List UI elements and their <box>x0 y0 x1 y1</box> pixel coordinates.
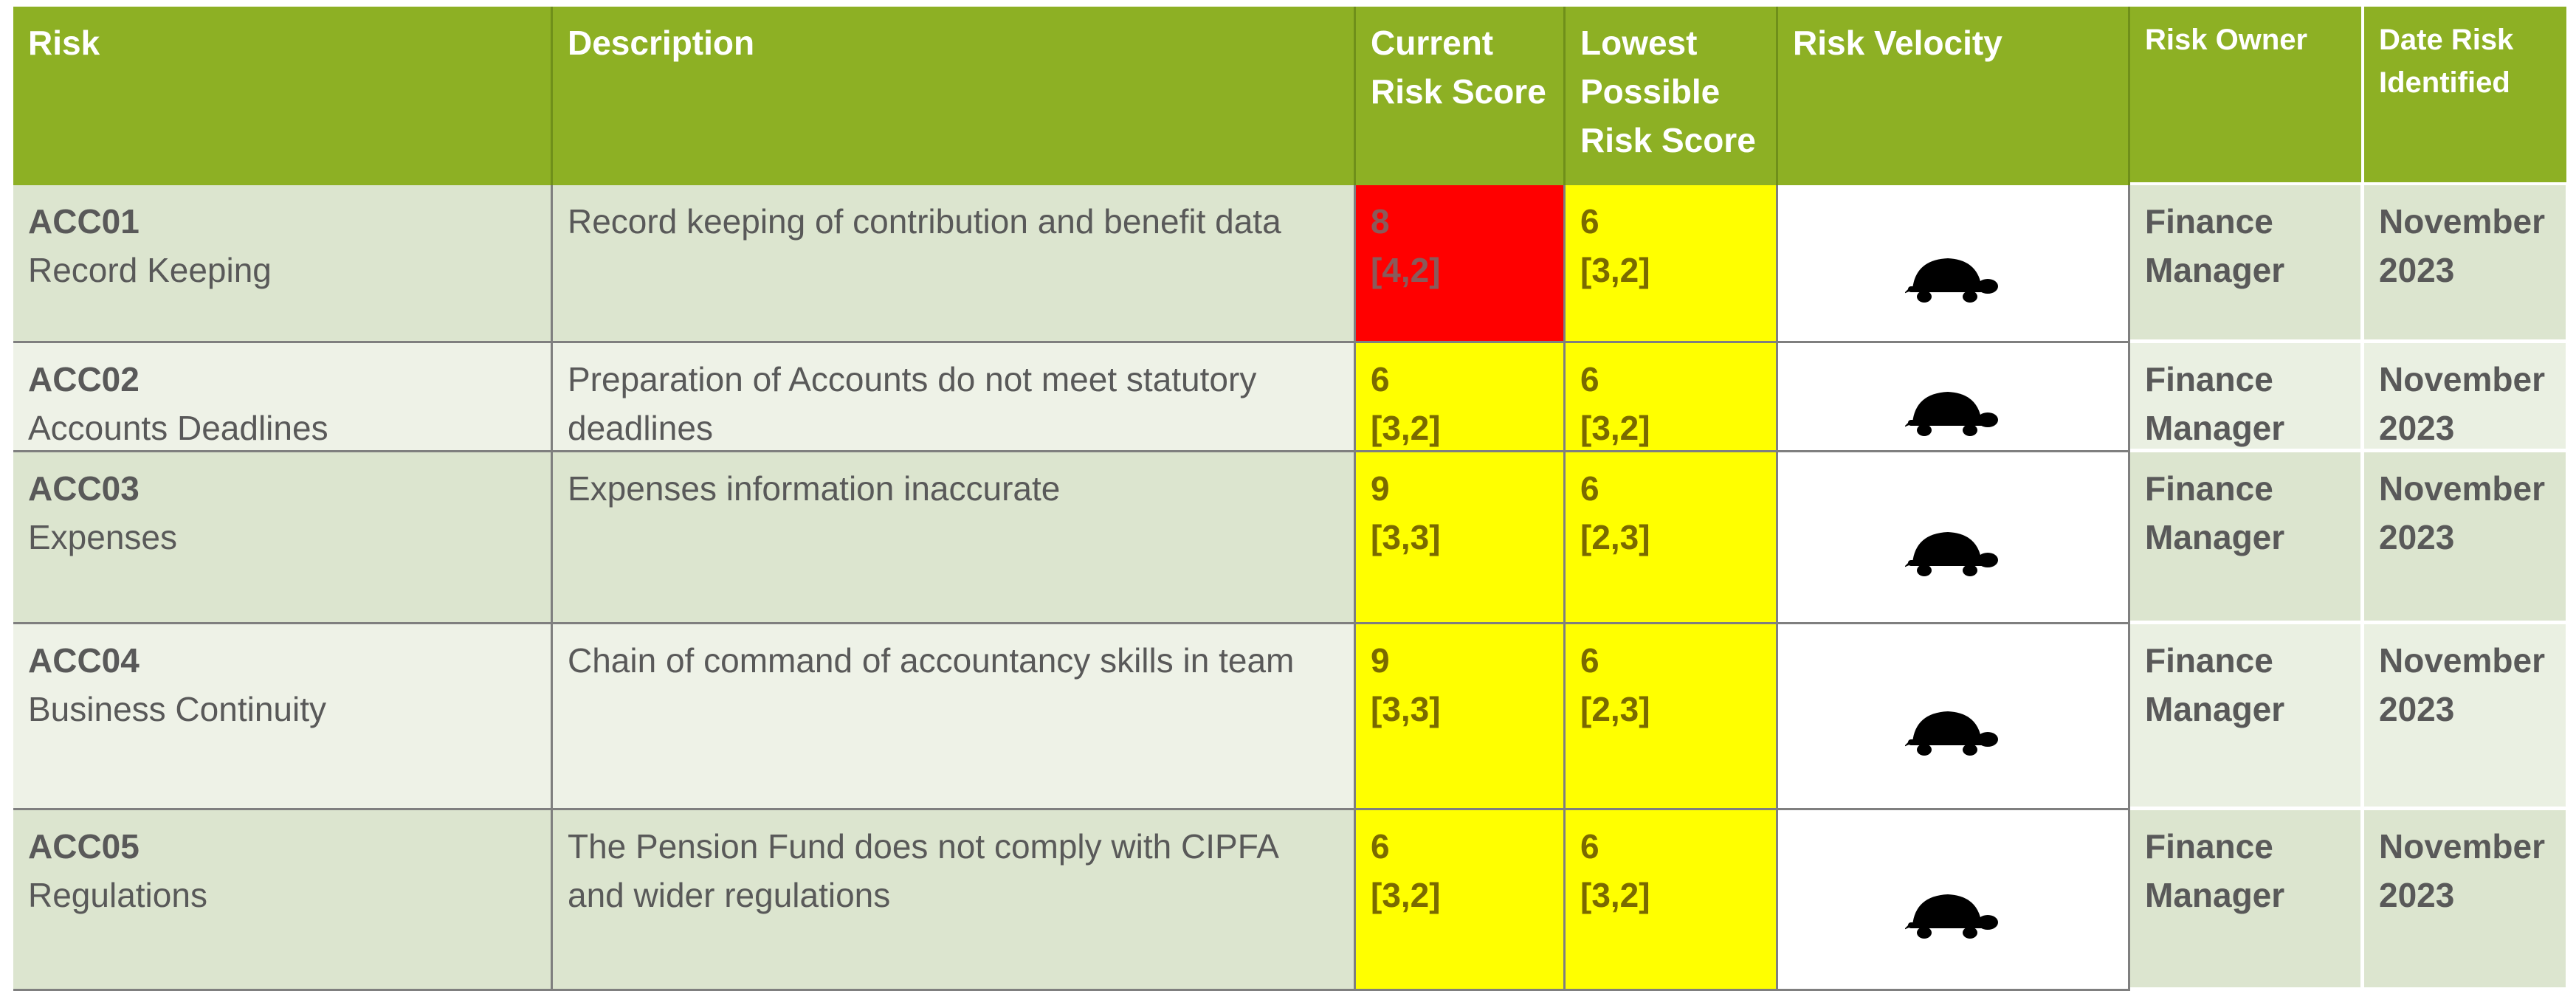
score-matrix: [3,2] <box>1371 876 1441 914</box>
risk-cell: ACC03 Expenses <box>13 452 553 624</box>
risk-id: ACC05 <box>28 827 140 866</box>
score-matrix: [3,3] <box>1371 518 1441 556</box>
header-cell: Lowest Possible Risk Score <box>1566 7 1778 185</box>
date-cell: November 2023 <box>2364 452 2569 624</box>
risk-name: Accounts Deadlines <box>28 409 328 447</box>
owner-cell: Finance Manager <box>2130 810 2364 991</box>
description-cell: Preparation of Accounts do not meet stat… <box>553 343 1356 452</box>
score-matrix: [3,3] <box>1371 690 1441 728</box>
risk-cell: ACC04 Business Continuity <box>13 624 553 810</box>
risk-cell: ACC01 Record Keeping <box>13 185 553 343</box>
risk-id: ACC02 <box>28 360 140 398</box>
description-cell: The Pension Fund does not comply with CI… <box>553 810 1356 991</box>
header-cell: Risk Owner <box>2130 7 2364 185</box>
score-matrix: [2,3] <box>1580 518 1650 556</box>
velocity-cell <box>1778 624 2130 810</box>
lowest-score-cell: 6 [3,2] <box>1566 810 1778 991</box>
owner-cell: Finance Manager <box>2130 624 2364 810</box>
score-value: 6 <box>1580 469 1599 508</box>
header-cell: Description <box>553 7 1356 185</box>
risk-name: Expenses <box>28 518 178 556</box>
description-cell: Chain of command of accountancy skills i… <box>553 624 1356 810</box>
risk-id: ACC01 <box>28 202 140 241</box>
turtle-icon <box>1905 711 1998 756</box>
current-score-cell: 6 [3,2] <box>1356 810 1566 991</box>
header-cell: Current Risk Score <box>1356 7 1566 185</box>
score-matrix: [3,2] <box>1371 409 1441 447</box>
risk-cell: ACC05 Regulations <box>13 810 553 991</box>
turtle-icon <box>1905 894 1998 939</box>
turtle-icon <box>1905 391 1998 436</box>
risk-name: Regulations <box>28 876 207 914</box>
current-score-cell: 8 [4,2] <box>1356 185 1566 343</box>
header-cell: Risk Velocity <box>1778 7 2130 185</box>
score-matrix: [3,2] <box>1580 251 1650 289</box>
current-score-cell: 6 [3,2] <box>1356 343 1566 452</box>
score-matrix: [3,2] <box>1580 876 1650 914</box>
date-cell: November 2023 <box>2364 343 2569 452</box>
header-cell: Risk <box>13 7 553 185</box>
current-score-cell: 9 [3,3] <box>1356 452 1566 624</box>
score-value: 6 <box>1580 202 1599 241</box>
owner-cell: Finance Manager <box>2130 452 2364 624</box>
owner-cell: Finance Manager <box>2130 185 2364 343</box>
score-value: 9 <box>1371 469 1390 508</box>
lowest-score-cell: 6 [3,2] <box>1566 343 1778 452</box>
lowest-score-cell: 6 [2,3] <box>1566 624 1778 810</box>
date-cell: November 2023 <box>2364 810 2569 991</box>
owner-cell: Finance Manager <box>2130 343 2364 452</box>
velocity-cell <box>1778 452 2130 624</box>
lowest-score-cell: 6 [3,2] <box>1566 185 1778 343</box>
risk-cell: ACC02 Accounts Deadlines <box>13 343 553 452</box>
score-value: 6 <box>1371 360 1390 398</box>
score-value: 6 <box>1580 360 1599 398</box>
score-value: 6 <box>1580 827 1599 866</box>
score-value: 8 <box>1371 202 1390 241</box>
risk-name: Record Keeping <box>28 251 272 289</box>
turtle-icon <box>1905 258 1998 303</box>
score-value: 9 <box>1371 641 1390 680</box>
risk-name: Business Continuity <box>28 690 326 728</box>
description-cell: Expenses information inaccurate <box>553 452 1356 624</box>
velocity-cell <box>1778 343 2130 452</box>
date-cell: November 2023 <box>2364 185 2569 343</box>
score-value: 6 <box>1580 641 1599 680</box>
score-matrix: [3,2] <box>1580 409 1650 447</box>
velocity-cell <box>1778 185 2130 343</box>
risk-id: ACC04 <box>28 641 140 680</box>
description-cell: Record keeping of contribution and benef… <box>553 185 1356 343</box>
current-score-cell: 9 [3,3] <box>1356 624 1566 810</box>
turtle-icon <box>1905 532 1998 576</box>
header-cell: Date Risk Identified <box>2364 7 2569 185</box>
lowest-score-cell: 6 [2,3] <box>1566 452 1778 624</box>
velocity-cell <box>1778 810 2130 991</box>
score-value: 6 <box>1371 827 1390 866</box>
score-matrix: [2,3] <box>1580 690 1650 728</box>
date-cell: November 2023 <box>2364 624 2569 810</box>
score-matrix: [4,2] <box>1371 251 1441 289</box>
risk-id: ACC03 <box>28 469 140 508</box>
